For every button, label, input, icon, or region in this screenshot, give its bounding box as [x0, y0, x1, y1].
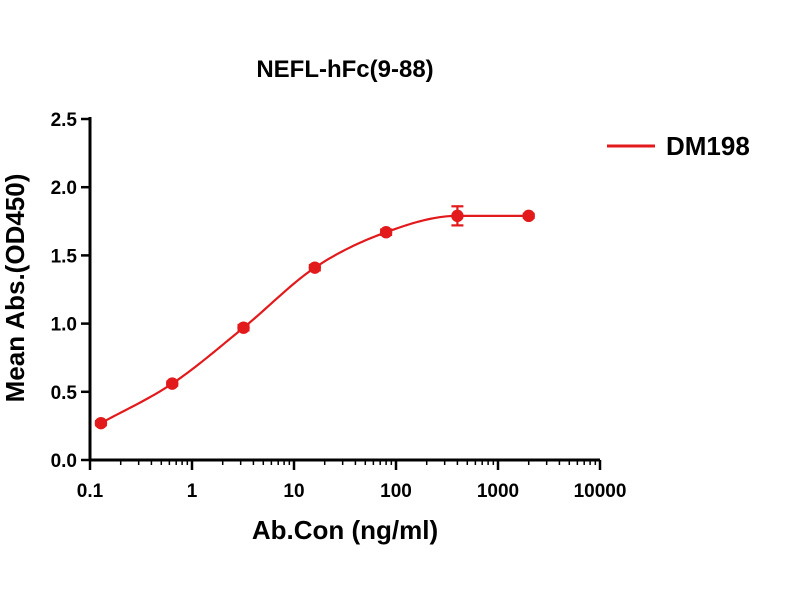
data-point [522, 209, 535, 223]
data-point [237, 321, 250, 334]
x-axis-ticks: 0.1 1 10 100 1000 10000 [77, 460, 627, 502]
chart-title: NEFL-hFc(9-88) [256, 56, 433, 83]
y-tick-label: 1.5 [51, 246, 78, 267]
x-tick-label: 0.1 [77, 481, 104, 502]
x-tick-label: 100 [380, 481, 412, 502]
data-point [166, 377, 179, 390]
plot-area: 0.0 0.5 1.0 1.5 2.0 2.5 0.1 1 10 100 1000 10000 [51, 110, 627, 502]
y-tick-label: 2.5 [51, 110, 78, 131]
y-axis-ticks: 0.0 0.5 1.0 1.5 2.0 2.5 [51, 110, 90, 472]
y-tick-label: 2.0 [51, 178, 77, 199]
series-layer [94, 205, 535, 430]
y-axis-label: Mean Abs.(OD450) [0, 174, 30, 403]
y-tick-label: 0.5 [51, 383, 78, 404]
x-axis-label: Ab.Con (ng/ml) [252, 515, 438, 545]
x-tick-label: 10000 [574, 481, 627, 502]
data-point [379, 226, 393, 239]
y-tick-label: 1.0 [51, 315, 77, 336]
data-point [308, 261, 322, 274]
data-point [94, 416, 108, 430]
x-tick-label: 10 [283, 481, 304, 502]
data-point [451, 209, 464, 223]
x-tick-label: 1000 [477, 481, 519, 502]
y-tick-label: 0.0 [51, 451, 77, 472]
x-tick-label: 1 [187, 481, 198, 502]
legend: DM198 [607, 131, 750, 161]
series-curve-dm198 [100, 214, 529, 425]
legend-label-dm198: DM198 [666, 131, 750, 161]
